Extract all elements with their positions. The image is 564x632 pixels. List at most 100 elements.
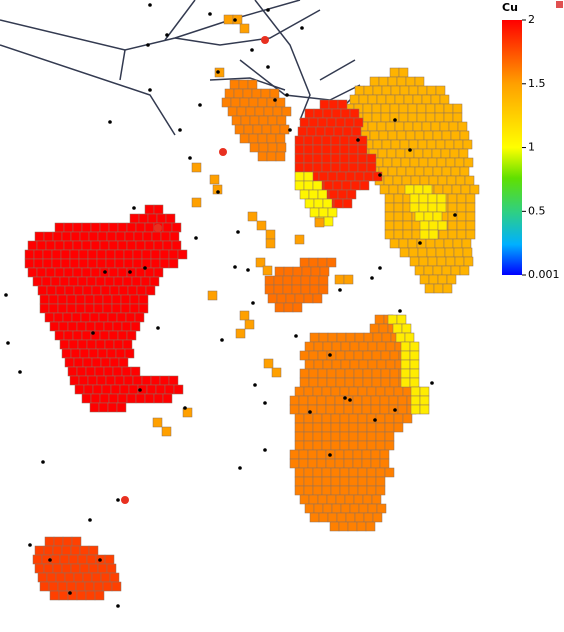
legend-ticks: 2 1.5 1 0.5 0.001 [522, 13, 560, 281]
sample-point [116, 498, 120, 502]
sample-point [250, 48, 254, 52]
grid-cell [390, 85, 401, 96]
tick-label: 0.5 [528, 204, 546, 217]
grid-cell [168, 249, 179, 260]
grid-cell [64, 285, 75, 296]
grid-cell [357, 144, 368, 155]
grid-cell [367, 121, 378, 132]
grid-cell [70, 563, 81, 574]
grid-cell [389, 238, 400, 249]
grid-cell [343, 449, 354, 460]
grid-cell [433, 184, 444, 195]
grid-cell [329, 521, 340, 532]
grid-cell [265, 238, 276, 249]
grid-cell [379, 184, 390, 195]
grid-cell [439, 94, 450, 105]
grid-cell [37, 285, 48, 296]
grid-cell [312, 162, 323, 173]
grid-cell [371, 103, 382, 114]
close-icon[interactable] [556, 1, 563, 8]
grid-cell [376, 94, 387, 105]
sample-point [328, 353, 332, 357]
grid-cell [426, 85, 437, 96]
grid-cell [358, 341, 369, 352]
grid-cell [363, 85, 374, 96]
grid-cell [317, 377, 328, 388]
grid-cell [357, 162, 368, 173]
grid-cell [381, 139, 392, 150]
grid-cell [303, 431, 314, 442]
grid-cell [299, 189, 310, 200]
grid-cell [41, 276, 52, 287]
grid-cell [308, 377, 319, 388]
grid-cell [61, 563, 72, 574]
grid-cell [106, 231, 117, 242]
grid-cell [435, 247, 446, 258]
grid-cell [114, 375, 125, 386]
grid-cell [428, 274, 439, 285]
grid-cell [417, 247, 428, 258]
grid-cell [344, 377, 355, 388]
grid-cell [459, 265, 470, 276]
grid-cell [367, 94, 378, 105]
grid-cell [53, 312, 64, 323]
grid-cell [269, 88, 280, 99]
grid-cell [352, 458, 363, 469]
grid-cell [257, 151, 268, 162]
grid-cell [150, 258, 161, 269]
grid-cell [462, 247, 473, 258]
grid-cell [362, 494, 373, 505]
grid-cell [84, 303, 95, 314]
grid-cell [370, 395, 381, 406]
grid-cell [238, 79, 249, 90]
grid-cell [375, 386, 386, 397]
grid-cell [73, 572, 84, 583]
sample-point [338, 288, 342, 292]
grid-cell [117, 240, 128, 251]
grid-cell [362, 368, 373, 379]
grid-cell [121, 366, 132, 377]
grid-cell [413, 148, 424, 159]
grid-cell [454, 157, 465, 168]
grid-cell [321, 135, 332, 146]
grid-cell [44, 536, 55, 547]
grid-cell [321, 431, 332, 442]
grid-cell [61, 231, 72, 242]
sample-point [41, 460, 45, 464]
grid-cell [82, 572, 93, 583]
grid-cell [397, 395, 408, 406]
grid-cell [403, 94, 414, 105]
sample-point [378, 173, 382, 177]
grid-cell [309, 284, 320, 295]
grid-cell [129, 294, 140, 305]
grid-cell [117, 267, 128, 278]
grid-cell [374, 314, 385, 325]
grid-cell [371, 377, 382, 388]
grid-cell [276, 115, 287, 126]
grid-cell [120, 294, 131, 305]
grid-cell [67, 366, 78, 377]
grid-cell [230, 97, 241, 108]
grid-cell [335, 494, 346, 505]
grid-cell [111, 303, 122, 314]
grid-cell [366, 431, 377, 442]
grid-cell [349, 94, 360, 105]
grid-cell [236, 106, 247, 117]
grid-cell [93, 294, 104, 305]
grid-cell [303, 413, 314, 424]
grid-cell [37, 572, 48, 583]
grid-cell [70, 231, 81, 242]
sample-point [246, 268, 250, 272]
grid-cell [240, 115, 251, 126]
grid-cell [279, 124, 290, 135]
grid-cell [76, 321, 87, 332]
grid-cell [117, 393, 128, 404]
grid-cell [71, 312, 82, 323]
grid-cell [313, 359, 324, 370]
grid-cell [367, 359, 378, 370]
grid-cell [292, 266, 303, 277]
grid-cell [312, 413, 323, 424]
grid-cell [340, 359, 351, 370]
grid-cell [331, 359, 342, 370]
grid-cell [455, 175, 466, 186]
